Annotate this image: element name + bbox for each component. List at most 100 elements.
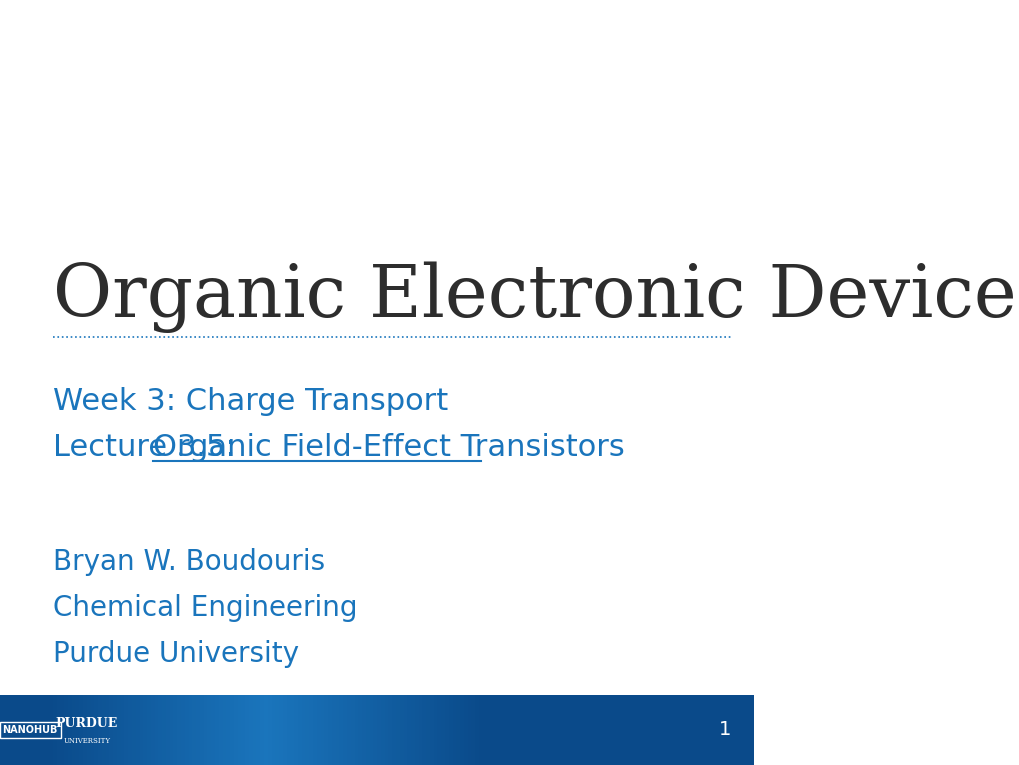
- Bar: [113, 695, 117, 765]
- Bar: [712, 695, 716, 765]
- Bar: [622, 695, 627, 765]
- Bar: [513, 695, 517, 765]
- Bar: [242, 695, 246, 765]
- Bar: [637, 695, 641, 765]
- Text: 1: 1: [718, 721, 731, 739]
- Bar: [317, 695, 321, 765]
- Bar: [169, 695, 174, 765]
- Bar: [652, 695, 656, 765]
- Bar: [561, 695, 566, 765]
- Bar: [60, 695, 65, 765]
- Bar: [109, 695, 114, 765]
- Bar: [193, 695, 197, 765]
- Bar: [392, 695, 396, 765]
- Bar: [415, 695, 419, 765]
- Text: Bryan W. Boudouris: Bryan W. Boudouris: [53, 549, 325, 576]
- Bar: [471, 695, 476, 765]
- Bar: [739, 695, 743, 765]
- Bar: [626, 695, 630, 765]
- Bar: [362, 695, 366, 765]
- Bar: [226, 695, 230, 765]
- Bar: [497, 695, 502, 765]
- Bar: [395, 695, 400, 765]
- Bar: [18, 695, 23, 765]
- Bar: [342, 695, 347, 765]
- Bar: [34, 695, 39, 765]
- Bar: [22, 695, 28, 765]
- Bar: [539, 695, 543, 765]
- Bar: [384, 695, 389, 765]
- Bar: [566, 695, 570, 765]
- Bar: [102, 695, 106, 765]
- Bar: [542, 695, 547, 765]
- Text: NANOHUB: NANOHUB: [2, 724, 58, 735]
- Bar: [45, 695, 50, 765]
- Bar: [49, 695, 54, 765]
- Bar: [233, 695, 238, 765]
- Bar: [136, 695, 141, 765]
- Bar: [83, 695, 88, 765]
- Text: Organic Electronic Devices: Organic Electronic Devices: [53, 261, 1019, 333]
- Bar: [155, 695, 159, 765]
- Bar: [697, 695, 701, 765]
- Bar: [131, 695, 137, 765]
- Bar: [452, 695, 457, 765]
- Bar: [177, 695, 181, 765]
- Bar: [42, 695, 46, 765]
- Bar: [230, 695, 234, 765]
- Bar: [606, 695, 611, 765]
- Bar: [147, 695, 152, 765]
- Bar: [309, 695, 314, 765]
- Text: Organic Field-Effect Transistors: Organic Field-Effect Transistors: [153, 433, 625, 462]
- Bar: [38, 695, 42, 765]
- Bar: [437, 695, 441, 765]
- Bar: [377, 695, 381, 765]
- Bar: [455, 695, 461, 765]
- Bar: [302, 695, 306, 765]
- Bar: [218, 695, 223, 765]
- Bar: [298, 695, 303, 765]
- Bar: [120, 695, 125, 765]
- Bar: [71, 695, 76, 765]
- Bar: [735, 695, 739, 765]
- Bar: [746, 695, 751, 765]
- Bar: [723, 695, 728, 765]
- Bar: [448, 695, 452, 765]
- Bar: [719, 695, 725, 765]
- Bar: [351, 695, 355, 765]
- Bar: [422, 695, 427, 765]
- Bar: [728, 695, 732, 765]
- Bar: [557, 695, 562, 765]
- Bar: [196, 695, 201, 765]
- Bar: [750, 695, 754, 765]
- Bar: [346, 695, 352, 765]
- Bar: [504, 695, 510, 765]
- Text: Chemical Engineering: Chemical Engineering: [53, 594, 357, 622]
- Bar: [486, 695, 490, 765]
- Bar: [106, 695, 110, 765]
- Bar: [320, 695, 325, 765]
- Bar: [79, 695, 84, 765]
- Bar: [592, 695, 596, 765]
- Bar: [704, 695, 709, 765]
- Bar: [528, 695, 532, 765]
- Bar: [460, 695, 465, 765]
- Bar: [162, 695, 166, 765]
- Bar: [64, 695, 68, 765]
- Bar: [641, 695, 645, 765]
- Bar: [599, 695, 603, 765]
- Text: Lecture 3.5:: Lecture 3.5:: [53, 433, 255, 462]
- Bar: [441, 695, 445, 765]
- Bar: [253, 695, 257, 765]
- Bar: [663, 695, 667, 765]
- Bar: [366, 695, 370, 765]
- Text: PURDUE: PURDUE: [56, 718, 118, 730]
- Bar: [569, 695, 574, 765]
- Bar: [603, 695, 607, 765]
- Bar: [708, 695, 713, 765]
- Bar: [222, 695, 227, 765]
- Bar: [411, 695, 415, 765]
- Bar: [268, 695, 272, 765]
- Bar: [380, 695, 385, 765]
- Bar: [501, 695, 505, 765]
